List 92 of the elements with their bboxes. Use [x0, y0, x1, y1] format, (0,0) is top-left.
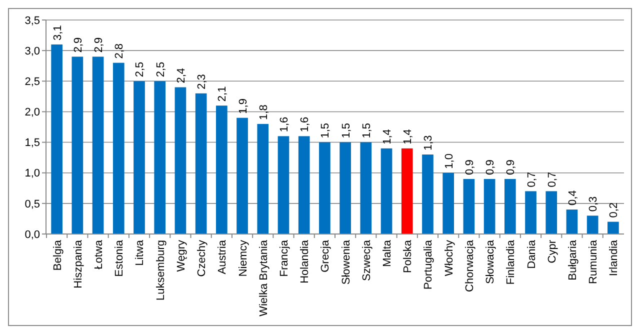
- bar: [360, 142, 372, 234]
- data-label: 1,5: [320, 122, 332, 138]
- x-tick-label: Dania: [526, 239, 538, 269]
- x-tick-label: Chorwacja: [464, 239, 476, 292]
- x-tick-label: Finlandia: [505, 239, 518, 285]
- data-label: 2,5: [154, 62, 167, 78]
- bar: [134, 81, 145, 234]
- data-label: 0,9: [464, 160, 476, 175]
- data-label: 2,5: [134, 62, 146, 78]
- y-tick-label: 0,0: [24, 228, 40, 241]
- bar: [216, 106, 228, 234]
- bar: [484, 178, 496, 234]
- y-tick-label: 2,0: [24, 106, 40, 119]
- bar: [112, 62, 124, 234]
- x-tick-label: Niemcy: [237, 240, 250, 277]
- data-label: 0,4: [566, 190, 579, 206]
- data-label: 0,2: [608, 202, 620, 218]
- x-tick-label: Łotwa: [93, 239, 106, 270]
- bar: [546, 191, 558, 234]
- bar: [236, 118, 248, 234]
- bar: [298, 136, 310, 234]
- data-label: 1,8: [258, 104, 270, 120]
- x-tick-label: Polska: [402, 239, 414, 274]
- bar: [51, 44, 62, 234]
- bar: [154, 81, 166, 234]
- data-label: 0,9: [505, 160, 518, 175]
- data-label: 2,1: [216, 86, 229, 102]
- data-label: 1,5: [340, 122, 352, 138]
- x-tick-label: Belgia: [52, 239, 64, 271]
- data-label: 1,4: [382, 129, 394, 144]
- bar: [278, 136, 290, 234]
- x-tick-label: Litwa: [134, 239, 146, 266]
- y-tick-label: 3,5: [24, 14, 40, 27]
- bar: [174, 87, 186, 234]
- bar: [401, 148, 413, 234]
- data-label: 0,9: [484, 160, 497, 175]
- data-label: 2,3: [196, 74, 208, 90]
- x-tick-label: Estonia: [114, 239, 126, 277]
- x-tick-label: Austria: [216, 239, 229, 274]
- x-tick-label: Malta: [382, 239, 394, 267]
- data-label: 1,4: [402, 129, 414, 144]
- x-tick-label: Cypr: [546, 240, 558, 264]
- x-tick-label: Irlandia: [608, 239, 620, 276]
- x-tick-label: Luksemburg: [154, 240, 167, 301]
- bar: [442, 172, 454, 234]
- y-tick-label: 1,5: [24, 137, 40, 150]
- data-label: 1,0: [443, 154, 456, 169]
- x-tick-label: Szwecja: [360, 239, 373, 281]
- bar: [380, 148, 392, 234]
- data-label: 0,7: [526, 172, 538, 188]
- bar: [608, 222, 619, 234]
- y-tick-label: 3,0: [24, 45, 40, 58]
- x-tick-label: Czechy: [196, 240, 208, 277]
- x-tick-label: Włochy: [443, 240, 456, 276]
- bar: [422, 154, 434, 234]
- y-tick-label: 0,5: [24, 198, 40, 210]
- bar: [92, 56, 104, 234]
- data-label: 2,4: [175, 68, 188, 84]
- x-tick-label: Portugalia: [422, 239, 435, 290]
- x-tick-label: Słowacja: [484, 239, 497, 284]
- data-label: 1,6: [278, 116, 290, 132]
- x-tick-label: Węgry: [175, 240, 188, 272]
- x-tick-label: Hiszpania: [72, 239, 84, 288]
- data-label: 1,9: [237, 98, 250, 114]
- x-tick-label: Słowenia: [340, 239, 352, 285]
- data-label: 1,5: [360, 122, 373, 138]
- data-label: 0,7: [546, 172, 558, 188]
- bar: [586, 216, 598, 234]
- x-tick-label: Bułgaria: [566, 239, 579, 280]
- data-label: 2,9: [72, 37, 84, 53]
- x-tick-label: Holandia: [299, 239, 312, 284]
- bar: [525, 191, 536, 234]
- y-tick-label: 2,5: [24, 76, 40, 88]
- bar: [566, 210, 578, 234]
- data-label: 1,6: [299, 116, 312, 132]
- bar: [195, 93, 207, 234]
- x-tick-label: Wielka Brytania: [258, 239, 270, 316]
- data-label: 2,8: [114, 44, 126, 59]
- bar: [319, 142, 330, 234]
- bar: [504, 178, 516, 234]
- data-label: 0,3: [588, 196, 600, 212]
- data-label: 1,3: [422, 135, 435, 151]
- bar: [72, 56, 84, 234]
- y-tick-label: 1,0: [24, 168, 40, 180]
- x-tick-label: Rumunia: [588, 239, 600, 284]
- data-label: 2,9: [93, 37, 106, 53]
- bar: [463, 178, 475, 234]
- bar: [257, 124, 269, 234]
- x-tick-label: Grecja: [320, 239, 332, 272]
- bar: [340, 142, 351, 234]
- data-label: 3,1: [52, 25, 64, 40]
- x-tick-label: Francja: [278, 239, 290, 277]
